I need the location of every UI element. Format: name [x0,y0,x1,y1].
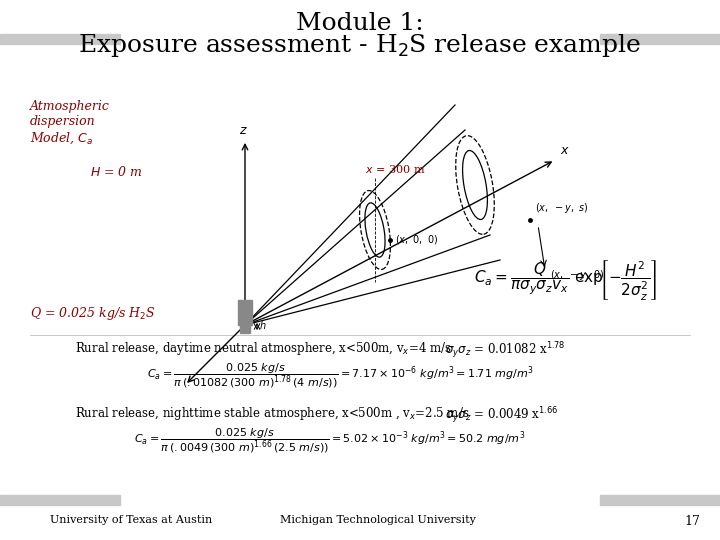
Text: $(x,\ -y,\ 0)$: $(x,\ -y,\ 0)$ [550,268,605,282]
Text: $H$ = 0 m: $H$ = 0 m [90,165,143,179]
Text: $(x,\ -y,\ s)$: $(x,\ -y,\ s)$ [535,201,589,215]
Text: $z$: $z$ [238,124,248,137]
Text: Q = 0.025 kg/s H$_2$S: Q = 0.025 kg/s H$_2$S [30,305,156,322]
Text: University of Texas at Austin: University of Texas at Austin [50,515,212,525]
Text: Atmospheric
dispersion
Model, $C_a$: Atmospheric dispersion Model, $C_a$ [30,100,110,146]
Text: $\sigma_y\sigma_z$ = 0.01082 x$^{1.78}$: $\sigma_y\sigma_z$ = 0.01082 x$^{1.78}$ [445,340,565,361]
Text: Rural release, daytime neutral atmosphere, x<500m, v$_x$=4 m/s: Rural release, daytime neutral atmospher… [75,340,451,357]
Text: 17: 17 [684,515,700,528]
Text: Exposure assessment - H$_2$S release example: Exposure assessment - H$_2$S release exa… [78,32,642,59]
Text: $\sigma_y\sigma_z$ = 0.0049 x$^{1.66}$: $\sigma_y\sigma_z$ = 0.0049 x$^{1.66}$ [445,405,559,426]
Text: Michigan Technological University: Michigan Technological University [280,515,476,525]
Text: Module 1:: Module 1: [296,12,424,35]
Bar [238,300,252,325]
Text: $(x,\ 0,\ 0)$: $(x,\ 0,\ 0)$ [395,233,438,246]
Text: $h$: $h$ [259,319,266,331]
Text: $C_a = \dfrac{0.025\ kg/s}{\pi\,(.01082\,(300\ m)^{1.78}\,(4\ m/s))}$$= 7.17\tim: $C_a = \dfrac{0.025\ kg/s}{\pi\,(.01082\… [146,362,534,390]
Bar [0,495,120,505]
Bar [0,34,120,44]
Bar [600,34,720,44]
Text: Rural release, nighttime stable atmosphere, x<500m , v$_x$=2.5 m/s: Rural release, nighttime stable atmosphe… [75,405,469,422]
Text: $C_a = \dfrac{0.025\ kg/s}{\pi\,(.0049\,(300\ m)^{1.66}\,(2.5\ m/s))}$$= 5.02\ti: $C_a = \dfrac{0.025\ kg/s}{\pi\,(.0049\,… [135,427,526,455]
Text: $x$: $x$ [560,144,570,157]
Bar [600,495,720,505]
Text: $x$ = 300 m: $x$ = 300 m [365,163,425,175]
Bar [240,323,250,333]
Text: $C_a = \dfrac{Q}{\pi\sigma_y\sigma_z v_x}\ \mathrm{exp}\!\left[-\dfrac{H^2}{2\si: $C_a = \dfrac{Q}{\pi\sigma_y\sigma_z v_x… [474,258,657,302]
